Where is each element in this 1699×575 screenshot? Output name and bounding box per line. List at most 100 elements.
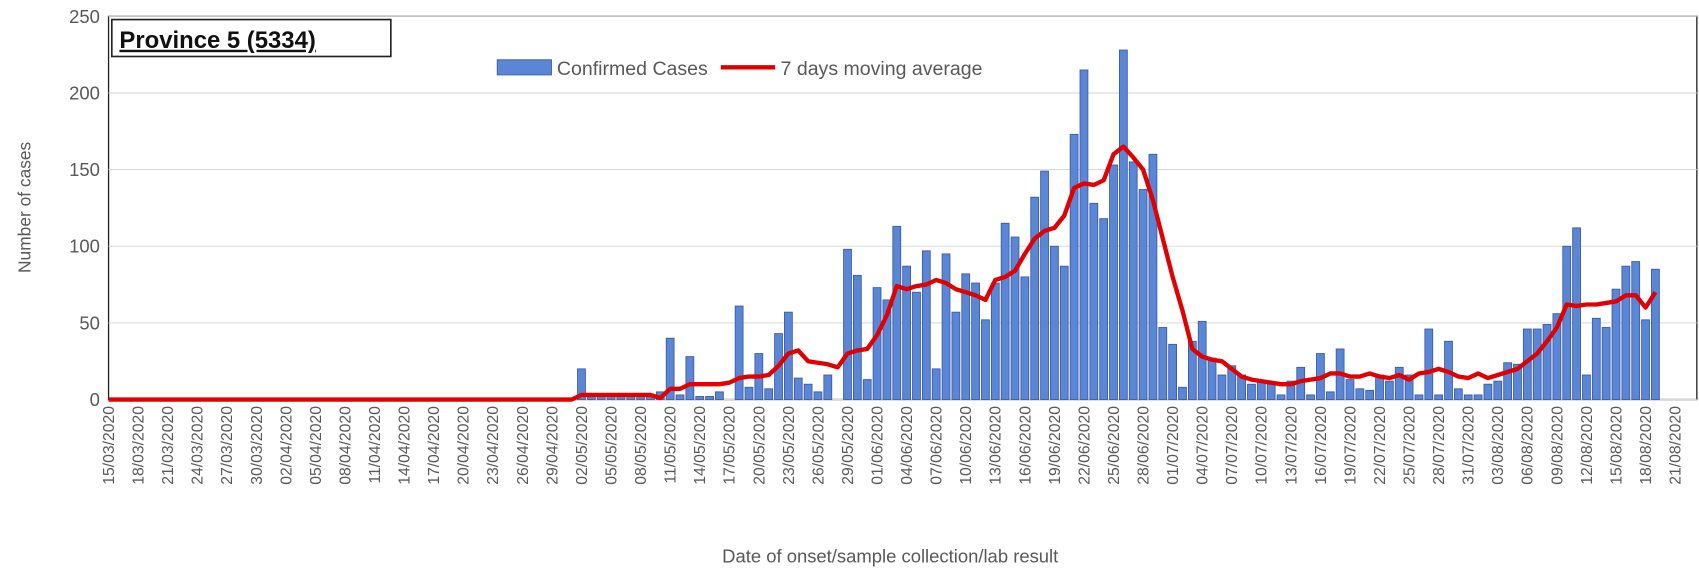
y-tick-label: 150 — [69, 159, 100, 180]
bar — [1355, 388, 1365, 400]
bar — [1434, 394, 1444, 400]
bar — [1109, 164, 1118, 400]
x-tick-label: 04/07/2020 — [1195, 406, 1212, 485]
x-tick-label: 03/08/2020 — [1490, 406, 1507, 485]
x-tick-label: 10/07/2020 — [1254, 406, 1271, 485]
bar — [1345, 379, 1355, 400]
bar — [1493, 380, 1503, 400]
x-tick-label: 19/06/2020 — [1047, 406, 1064, 485]
title-box — [111, 18, 392, 58]
bar — [1010, 236, 1020, 400]
bar — [1207, 357, 1217, 400]
bar — [665, 337, 675, 400]
bar — [1247, 383, 1256, 400]
x-tick-label: 26/05/2020 — [810, 406, 827, 485]
bar — [1256, 380, 1266, 400]
x-tick-label: 19/07/2020 — [1342, 406, 1359, 485]
y-tick-label: 200 — [69, 82, 100, 103]
x-tick-label: 15/03/2020 — [101, 406, 118, 485]
bar — [577, 368, 586, 400]
x-tick-label: 18/03/2020 — [131, 406, 148, 485]
bar — [1168, 343, 1178, 400]
bar — [1050, 245, 1059, 400]
bar — [1079, 69, 1089, 400]
bar — [1276, 394, 1286, 400]
bar — [1582, 374, 1591, 400]
legend-label: 7 days moving average — [781, 58, 983, 80]
bar — [1552, 313, 1562, 400]
bar — [862, 379, 872, 400]
bar — [1197, 320, 1207, 400]
x-tick-label: 28/06/2020 — [1136, 406, 1153, 485]
bar — [1000, 222, 1010, 400]
y-tick-label: 100 — [69, 236, 100, 257]
bar — [990, 282, 1000, 400]
y-axis-label: Number of cases — [14, 141, 34, 273]
bar — [961, 273, 971, 400]
bar — [1641, 319, 1650, 400]
bar — [1365, 389, 1375, 400]
x-tick-label: 09/08/2020 — [1549, 406, 1566, 485]
bar — [1601, 327, 1611, 400]
bar — [1138, 189, 1148, 400]
legend-label: Confirmed Cases — [557, 58, 708, 80]
bar — [941, 253, 951, 400]
x-tick-label: 07/06/2020 — [929, 406, 946, 485]
bar — [1217, 374, 1227, 400]
x-tick-label: 13/06/2020 — [988, 406, 1005, 485]
bar — [1069, 133, 1079, 400]
bar — [1631, 261, 1641, 400]
x-tick-label: 21/03/2020 — [160, 406, 177, 485]
bar — [1621, 265, 1631, 400]
legend-swatch — [496, 59, 552, 76]
x-tick-label: 04/06/2020 — [899, 406, 916, 485]
bar — [1099, 218, 1109, 400]
x-tick-label: 31/07/2020 — [1461, 406, 1478, 485]
bar — [1158, 327, 1168, 400]
bar — [1414, 394, 1424, 400]
bar — [1148, 153, 1158, 400]
bar — [1089, 202, 1099, 400]
bar — [1424, 328, 1434, 400]
bar — [1591, 317, 1601, 400]
bar — [1453, 388, 1463, 400]
x-tick-label: 07/07/2020 — [1224, 406, 1241, 485]
x-tick-label: 25/07/2020 — [1402, 406, 1419, 485]
x-tick-label: 24/03/2020 — [190, 406, 207, 485]
bar — [872, 287, 882, 400]
x-tick-label: 01/07/2020 — [1165, 406, 1182, 485]
x-tick-label: 20/05/2020 — [751, 406, 768, 485]
x-tick-label: 23/04/2020 — [485, 406, 502, 485]
x-tick-label: 10/06/2020 — [958, 406, 975, 485]
bar — [1325, 391, 1335, 400]
bar — [981, 319, 990, 400]
x-tick-label: 29/04/2020 — [544, 406, 561, 485]
bar — [1404, 374, 1414, 400]
bar — [1227, 365, 1237, 400]
y-tick-label: 250 — [69, 6, 100, 27]
x-tick-label: 16/06/2020 — [1017, 406, 1034, 485]
bar — [675, 394, 685, 400]
x-tick-label: 21/08/2020 — [1668, 406, 1685, 485]
bar — [1030, 196, 1040, 400]
bar — [882, 299, 892, 400]
x-tick-label: 20/04/2020 — [456, 406, 473, 485]
bar — [695, 396, 705, 400]
bar — [1128, 161, 1138, 400]
bar — [1532, 328, 1542, 400]
x-tick-label: 28/07/2020 — [1431, 406, 1448, 485]
x-tick-label: 26/04/2020 — [515, 406, 532, 485]
bar — [1394, 366, 1404, 400]
bar — [1572, 227, 1581, 400]
bar — [892, 225, 902, 400]
bar — [1286, 380, 1296, 400]
bar — [1513, 363, 1522, 400]
bar — [852, 274, 862, 400]
bar — [793, 377, 803, 400]
bar — [1503, 362, 1512, 400]
x-tick-label: 17/05/2020 — [722, 406, 739, 485]
x-tick-label: 11/04/2020 — [367, 406, 384, 484]
bar — [951, 311, 961, 400]
bar — [1611, 288, 1621, 400]
